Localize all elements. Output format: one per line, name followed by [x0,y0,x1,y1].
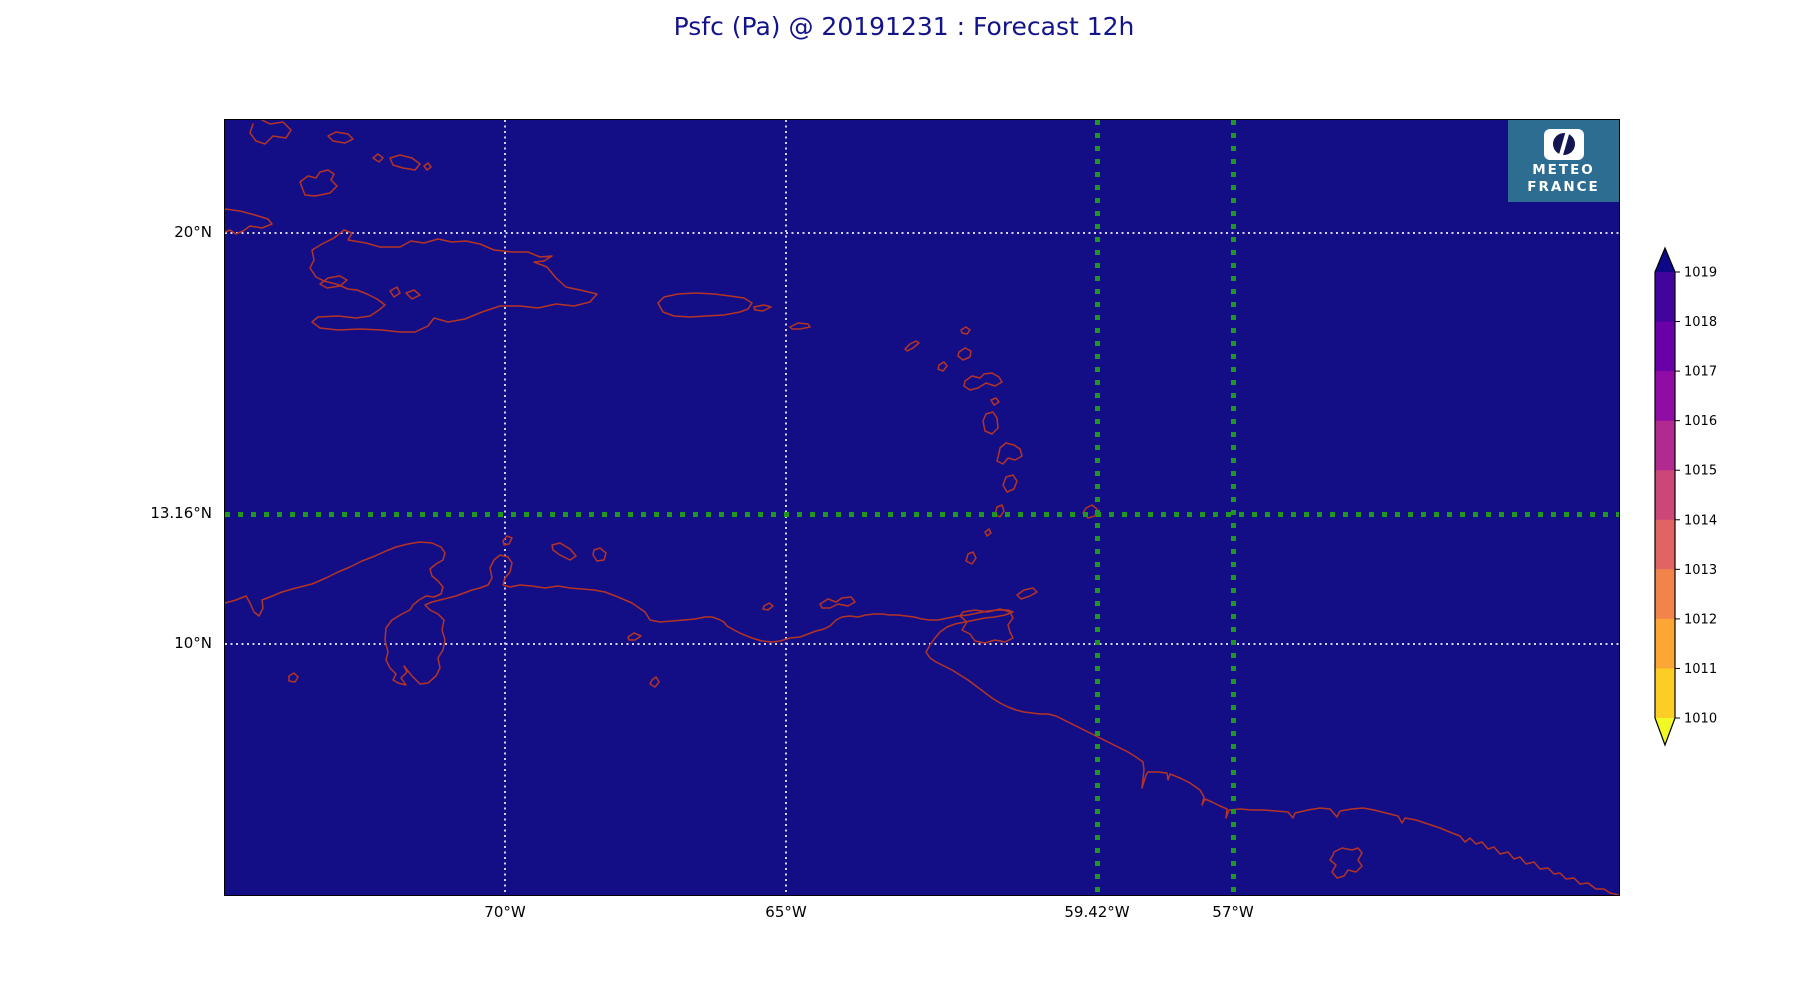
latitude-gridline [225,643,1619,645]
colorbar-tick-label-4: 1015 [1684,464,1717,479]
y-tick-label-2: 10°N [174,634,212,652]
colorbar-under-arrow [1655,718,1675,745]
meteo-france-icon [1543,129,1584,160]
colorbar-band-5 [1655,519,1675,570]
colorbar-band-8 [1655,668,1675,719]
colorbar-tick-label-7: 1012 [1684,612,1717,627]
colorbar-tick-label-5: 1014 [1684,513,1717,528]
coastline-islands [225,120,1363,879]
crosshair-longitude-line [1095,120,1100,895]
colorbar-band-7 [1655,618,1675,669]
x-tick-label-3: 57°W [1212,903,1254,921]
colorbar-band-2 [1655,371,1675,422]
x-tick-label-1: 65°W [765,903,807,921]
map-plot-area: METEO FRANCE [224,119,1620,896]
y-axis-tick-labels: 20°N 13.16°N 10°N [0,0,212,1000]
longitude-gridline [785,120,787,895]
x-tick-label-2: 59.42°W [1064,903,1130,921]
coastlines [225,120,1619,895]
longitude-gridline [504,120,506,895]
logo-line2: FRANCE [1527,179,1600,196]
coastline-hispaniola [309,229,598,333]
colorbar-band-4 [1655,470,1675,521]
y-tick-label-0: 20°N [174,223,212,241]
colorbar-band-1 [1655,321,1675,372]
colorbar-band-6 [1655,569,1675,620]
meteo-france-logo: METEO FRANCE [1508,120,1619,202]
latitude-gridline [225,232,1619,234]
coastline-south-america [225,541,1619,895]
colorbar-band-0 [1655,272,1675,323]
logo-line1: METEO [1532,162,1595,179]
colorbar-tick-label-1: 1018 [1684,315,1717,330]
colorbar-over-arrow [1655,248,1675,272]
crosshair-longitude-line [1231,120,1236,895]
colorbar-tick-label-3: 1016 [1684,414,1717,429]
y-tick-label-1: 13.16°N [150,504,212,522]
colorbar-tick-label-8: 1011 [1684,662,1717,677]
colorbar-tick-label-6: 1013 [1684,563,1717,578]
crosshair-latitude-line [225,512,1619,517]
x-tick-label-0: 70°W [484,903,526,921]
plot-title: Psfc (Pa) @ 20191231 : Forecast 12h [673,12,1135,41]
meteo-france-wordmark: METEO FRANCE [1508,162,1619,196]
colorbar-band-3 [1655,420,1675,471]
colorbar-tick-label-9: 1010 [1684,712,1717,727]
colorbar-tick-label-0: 1019 [1684,266,1717,281]
colorbar-tick-label-2: 1017 [1684,365,1717,380]
colorbar: 1019 1018 1017 1016 1015 1014 1013 1012 1011 1010 [1654,246,1717,747]
